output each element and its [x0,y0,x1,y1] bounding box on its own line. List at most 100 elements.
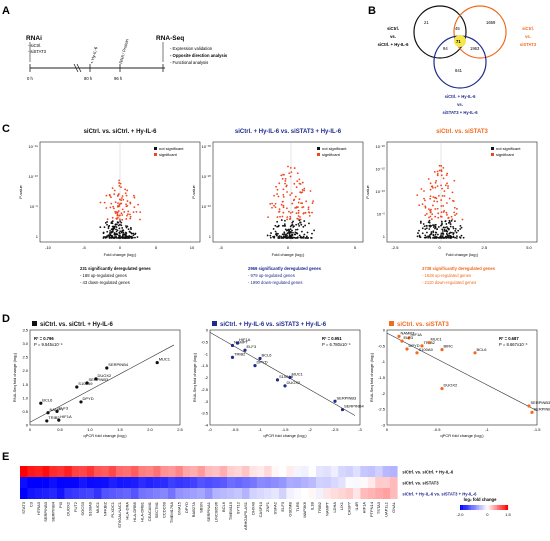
point-label: DPYD [83,396,94,401]
significant-point [302,206,305,208]
significant-point [280,203,283,206]
svg-text:siSTAT3: siSTAT3 [520,42,537,47]
significant-point [451,191,454,194]
heatmap-cell [138,488,146,499]
significant-point [287,165,289,168]
significant-point [287,210,290,213]
heatmap-cell [160,466,169,477]
not-significant-point [114,232,116,235]
not-significant-point [298,234,301,237]
significant-point [282,206,285,209]
not-significant-point [455,231,458,234]
heatmap-cell [212,477,220,488]
significant-point [284,180,287,182]
not-significant-point [134,236,136,239]
significant-point [288,172,291,175]
not-significant-point [125,226,128,229]
gene-label: TSTA3 [376,501,381,514]
gene-label: GNAL [391,501,396,513]
y-tick-label: 0 [206,328,209,333]
significant-point [124,192,127,195]
not-significant-point [462,236,465,239]
series-swatch [32,321,37,326]
heatmap-cell [242,477,250,488]
y-tick-label: -0.5 [201,339,209,344]
significant-point [301,181,304,184]
not-significant-point [423,225,426,228]
heatmap-cell [101,488,109,499]
significant-point [441,194,444,197]
legend-label: significant [322,152,341,157]
legend-tick-label: -2.0 [457,512,465,517]
significant-point [276,193,279,195]
heatmap-cell [138,477,146,488]
significant-point [112,205,115,208]
heatmap-cell [264,488,272,499]
significant-point [277,195,280,198]
heatmap-cell [338,466,346,477]
not-significant-point [440,234,442,237]
gene-label: TMEM119 [228,501,233,520]
significant-point [281,215,284,218]
significant-point [285,184,288,187]
not-significant-point [105,235,108,238]
x-tick-label: 0 [29,427,32,432]
y-tick-label: -1 [381,359,385,364]
not-significant-point [295,228,297,231]
not-significant-point [445,232,448,235]
venn-count: 94 [443,46,448,51]
significant-point [289,166,292,169]
not-significant-point [291,229,293,232]
y-tick-label: -0.5 [378,343,386,348]
legend-gradient-step [490,505,493,510]
not-significant-point [286,237,289,239]
not-significant-point [285,234,288,237]
significant-point [129,217,132,220]
point-label: DPYD [409,343,420,348]
heatmap-cell [353,477,361,488]
significant-point [431,213,434,216]
not-significant-point [454,230,457,232]
significant-point [109,206,112,209]
heatmap-cell [145,477,154,488]
not-significant-point [293,225,295,228]
significant-point [279,215,281,218]
significant-point [434,208,437,210]
not-significant-point [119,223,121,226]
not-significant-point [421,232,424,235]
y-tick-label: -3 [381,423,385,428]
significant-point [294,207,297,209]
scatter-frame [386,329,538,426]
significant-point [127,210,130,213]
significant-point [120,212,123,215]
summary-item: - 188 up-regulated genes [80,273,127,278]
y-tick-label: -4 [204,423,208,428]
y-tick-label: 10⁻⁵ [30,204,39,209]
not-significant-point [281,237,284,239]
p-value: P = 8.667x10⁻³ [499,342,528,347]
significant-point [435,197,438,200]
not-significant-point [299,221,302,224]
heatmap-cell [338,488,346,499]
heatmap-cell [20,466,28,477]
point-label: BCL6 [42,397,53,402]
y-tick-label: 10⁻¹⁰ [29,174,39,179]
point-label: TRIB2 [234,351,246,356]
point-label: DUOX2 [98,373,113,378]
x-tick-label: -2.5 [332,427,340,432]
heatmap-cell [20,488,28,499]
x-tick-label: -10 [45,245,52,250]
not-significant-point [283,231,286,234]
point-label: ELF3 [247,344,257,349]
not-significant-point [292,231,294,234]
heatmap-cell [131,466,139,477]
heatmap-cell [205,477,213,488]
heatmap-cell [197,488,206,499]
significant-point [286,218,288,221]
point-label: TRIB2 [48,415,60,420]
significant-point [440,184,442,187]
x-tick-label: -5 [82,245,86,250]
summary-title: 231 significantly deregulated genes [80,266,151,271]
data-point [230,355,235,359]
significant-point [284,177,287,180]
